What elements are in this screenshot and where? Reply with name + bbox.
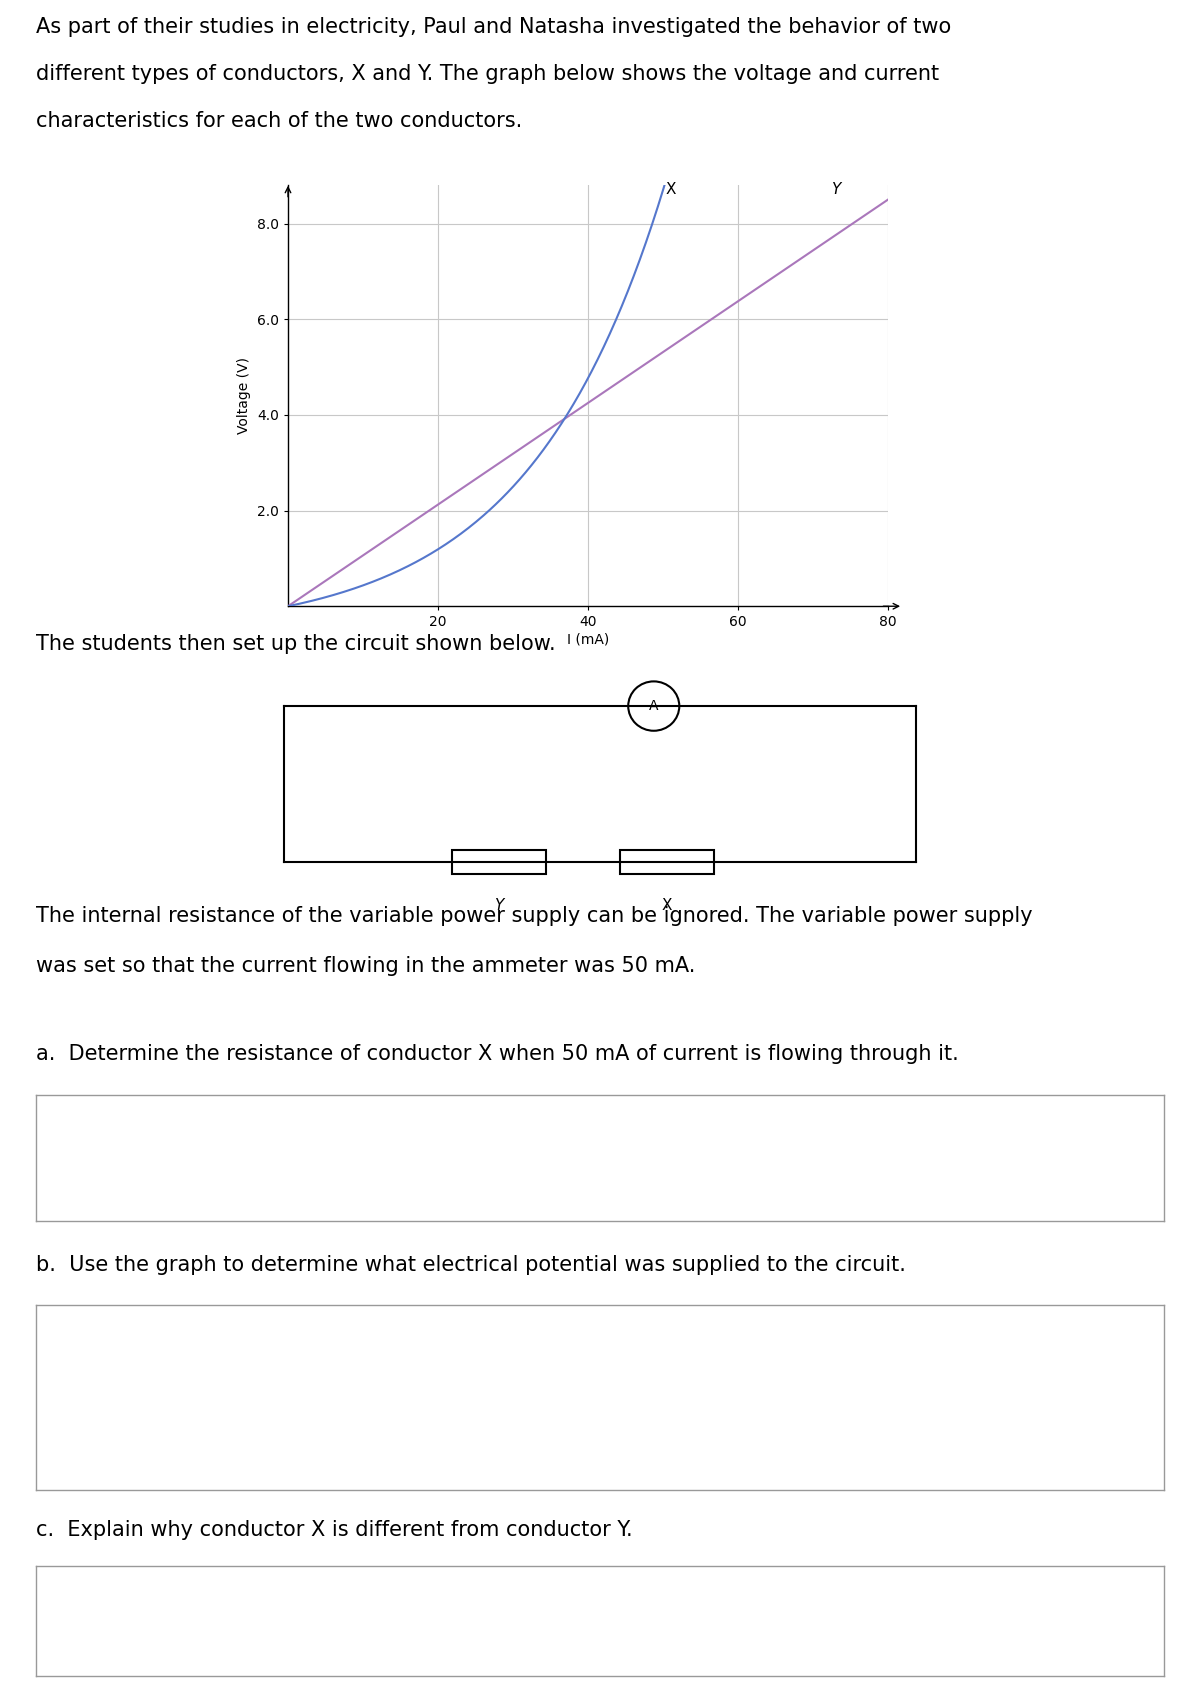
Text: different types of conductors, X and Y. The graph below shows the voltage and cu: different types of conductors, X and Y. … xyxy=(36,64,940,84)
Bar xyxy=(620,850,714,874)
Text: The internal resistance of the variable power supply can be ignored. The variabl: The internal resistance of the variable … xyxy=(36,906,1033,926)
Text: c.  Explain why conductor X is different from conductor Y.: c. Explain why conductor X is different … xyxy=(36,1521,632,1539)
X-axis label: I (mA): I (mA) xyxy=(566,632,610,647)
Y-axis label: Voltage (V): Voltage (V) xyxy=(238,357,252,434)
Text: a.  Determine the resistance of conductor X when 50 mA of current is flowing thr: a. Determine the resistance of conductor… xyxy=(36,1044,959,1064)
Text: As part of their studies in electricity, Paul and Natasha investigated the behav: As part of their studies in electricity,… xyxy=(36,17,952,37)
Text: The students then set up the circuit shown below.: The students then set up the circuit sho… xyxy=(36,635,556,653)
Text: A: A xyxy=(649,699,659,712)
Text: X: X xyxy=(665,182,676,197)
Text: Y: Y xyxy=(830,182,840,197)
Text: characteristics for each of the two conductors.: characteristics for each of the two cond… xyxy=(36,111,522,131)
Text: X: X xyxy=(662,898,672,913)
Text: b.  Use the graph to determine what electrical potential was supplied to the cir: b. Use the graph to determine what elect… xyxy=(36,1255,906,1275)
Bar xyxy=(452,850,546,874)
Text: Y: Y xyxy=(494,898,504,913)
Text: was set so that the current flowing in the ammeter was 50 mA.: was set so that the current flowing in t… xyxy=(36,957,695,977)
